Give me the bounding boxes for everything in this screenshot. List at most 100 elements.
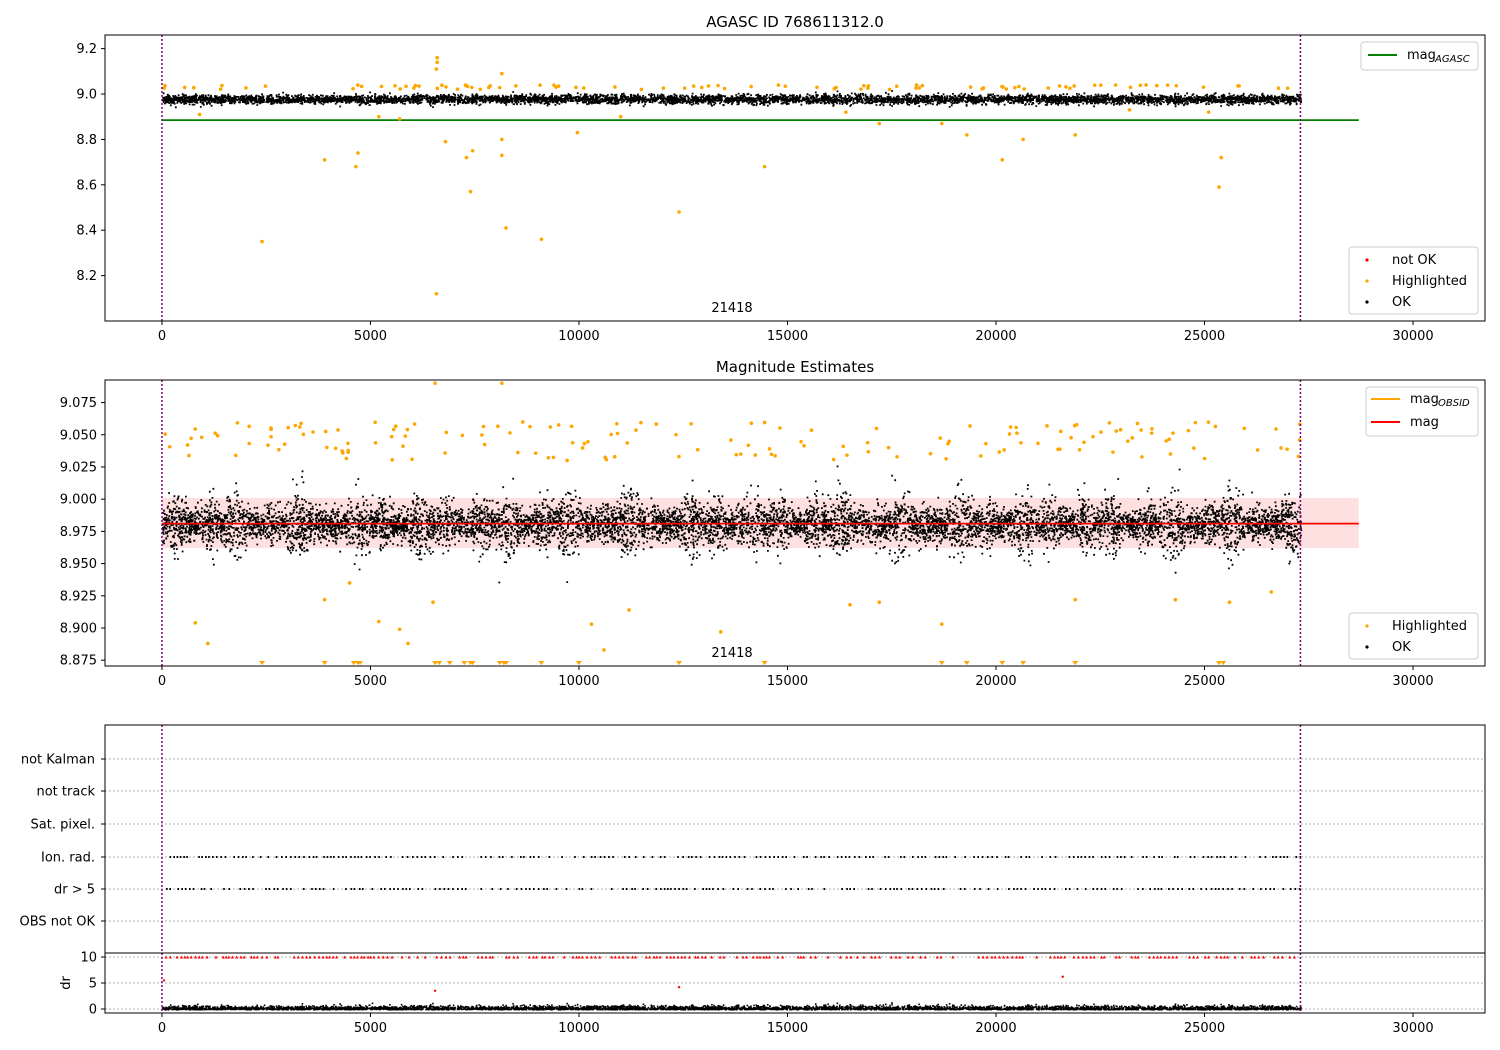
highlighted-point: [1219, 155, 1223, 160]
highlighted-point: [917, 86, 922, 90]
axes-frame: [104, 34, 1486, 322]
highlighted-point: [581, 86, 586, 90]
highlighted-point: [377, 114, 381, 119]
highlighted-point: [1015, 431, 1019, 435]
highlighted-point: [286, 425, 291, 430]
highlighted-point: [1008, 425, 1013, 429]
highlighted-point: [373, 420, 377, 425]
highlighted-point: [874, 426, 879, 431]
panel2-legend-bottom: Highlighted OK: [1348, 612, 1479, 660]
highlighted-point: [695, 447, 700, 452]
highlighted-point: [582, 441, 587, 446]
highlighted-point: [1138, 83, 1143, 88]
highlighted-point: [412, 86, 416, 90]
ok-points: [162, 90, 1303, 109]
clipped-marker: [676, 661, 683, 665]
y-tick-label: 9.050: [60, 428, 97, 443]
legend2-highlighted-label: Highlighted: [1392, 619, 1467, 634]
highlighted-point: [602, 648, 606, 652]
x-tick-label: 0: [158, 1021, 166, 1036]
highlighted-point: [1154, 83, 1159, 88]
x-tick-label: 30000: [1392, 1021, 1433, 1036]
y-tick-label: 8.950: [60, 557, 97, 572]
clipped-marker: [938, 661, 945, 665]
highlighted-point: [197, 112, 202, 117]
highlighted-point: [548, 425, 553, 429]
highlighted-point: [625, 441, 630, 445]
highlighted-point: [762, 164, 767, 169]
highlighted-point: [1069, 435, 1073, 440]
highlighted-point: [877, 600, 882, 605]
highlighted-points: [162, 55, 1290, 296]
highlighted-point: [404, 84, 408, 89]
highlighted-point: [1192, 446, 1196, 450]
flag-label: not Kalman: [21, 753, 95, 768]
panel2-axes: 8.875 8.900 8.925 8.950 8.975 9.000 9.025 9.050…: [60, 379, 1486, 689]
x-tick-label: 15000: [767, 674, 808, 689]
highlighted-point: [1227, 600, 1232, 605]
x-tick-label: 10000: [558, 329, 599, 344]
highlighted-point: [478, 87, 483, 92]
dr-axis-label: dr: [59, 976, 74, 990]
highlighted-point: [354, 164, 358, 169]
highlighted-point: [968, 85, 973, 89]
highlighted-point: [1139, 428, 1143, 432]
panel2-annotation: 21418: [711, 646, 752, 661]
highlighted-point: [167, 444, 172, 449]
dr-clipped-points: [164, 955, 1296, 959]
highlighted-point: [213, 431, 218, 435]
highlighted-point: [866, 449, 871, 454]
highlighted-point: [434, 67, 439, 71]
highlighted-point: [277, 447, 281, 452]
highlighted-point: [834, 85, 838, 90]
x-tick-label: 25000: [1184, 674, 1225, 689]
clipped-marker: [1216, 661, 1223, 665]
highlighted-point: [244, 86, 248, 90]
highlighted-point: [1135, 421, 1140, 426]
highlighted-point: [1002, 448, 1006, 452]
panel1-axes: 8.2 8.4 8.6 8.8 9.0 9.2 0 5000 10000 15000 20000 25…: [76, 34, 1486, 344]
highlighted-point: [1242, 426, 1247, 431]
y-tick-label: 8.875: [60, 654, 97, 669]
dr-outlier: [1061, 975, 1064, 978]
highlighted-point: [615, 431, 620, 436]
highlighted-point: [865, 440, 870, 445]
highlighted-point: [773, 453, 777, 458]
highlighted-point: [444, 85, 448, 89]
highlighted-point: [677, 210, 681, 214]
highlighted-point: [496, 424, 500, 428]
x-tick-label: 15000: [767, 1021, 808, 1036]
legend2-highlighted-marker: [1365, 624, 1369, 628]
highlighted-point: [455, 87, 460, 91]
x-tick-label: 5000: [354, 1021, 387, 1036]
clipped-marker: [1072, 661, 1079, 665]
highlighted-point: [886, 445, 891, 450]
highlighted-point: [393, 83, 397, 88]
highlighted-point: [435, 86, 440, 91]
panel3-axes: OBS not OK dr > 5 Ion. rad. Sat. pixel. not …: [20, 724, 1486, 1036]
highlighted-point: [233, 453, 238, 458]
highlighted-point: [1193, 420, 1198, 425]
highlighted-point: [716, 83, 720, 88]
panel2-plot: [161, 380, 1359, 666]
highlighted-point: [1072, 84, 1077, 88]
y-tick-label: 8.8: [76, 133, 97, 148]
highlighted-point: [1174, 84, 1179, 88]
highlighted-point: [297, 425, 302, 429]
highlighted-point: [1130, 436, 1135, 440]
highlighted-point: [1127, 108, 1132, 112]
highlighted-point: [746, 443, 751, 448]
highlighted-point: [1007, 432, 1012, 436]
legend2-ok-label: OK: [1392, 640, 1411, 655]
highlighted-point: [322, 158, 327, 162]
highlighted-point: [1077, 447, 1082, 452]
highlighted-point: [844, 110, 848, 114]
highlighted-point: [410, 457, 414, 462]
highlighted-point: [984, 441, 988, 446]
highlighted-point: [434, 291, 439, 296]
panel2-legend-top: mag OBSID mag: [1365, 386, 1479, 437]
highlighted-point: [187, 453, 191, 458]
panel-flags: OBS not OK dr > 5 Ion. rad. Sat. pixel. not …: [20, 724, 1486, 1036]
highlighted-point: [722, 86, 727, 91]
highlighted-point: [1164, 439, 1168, 443]
